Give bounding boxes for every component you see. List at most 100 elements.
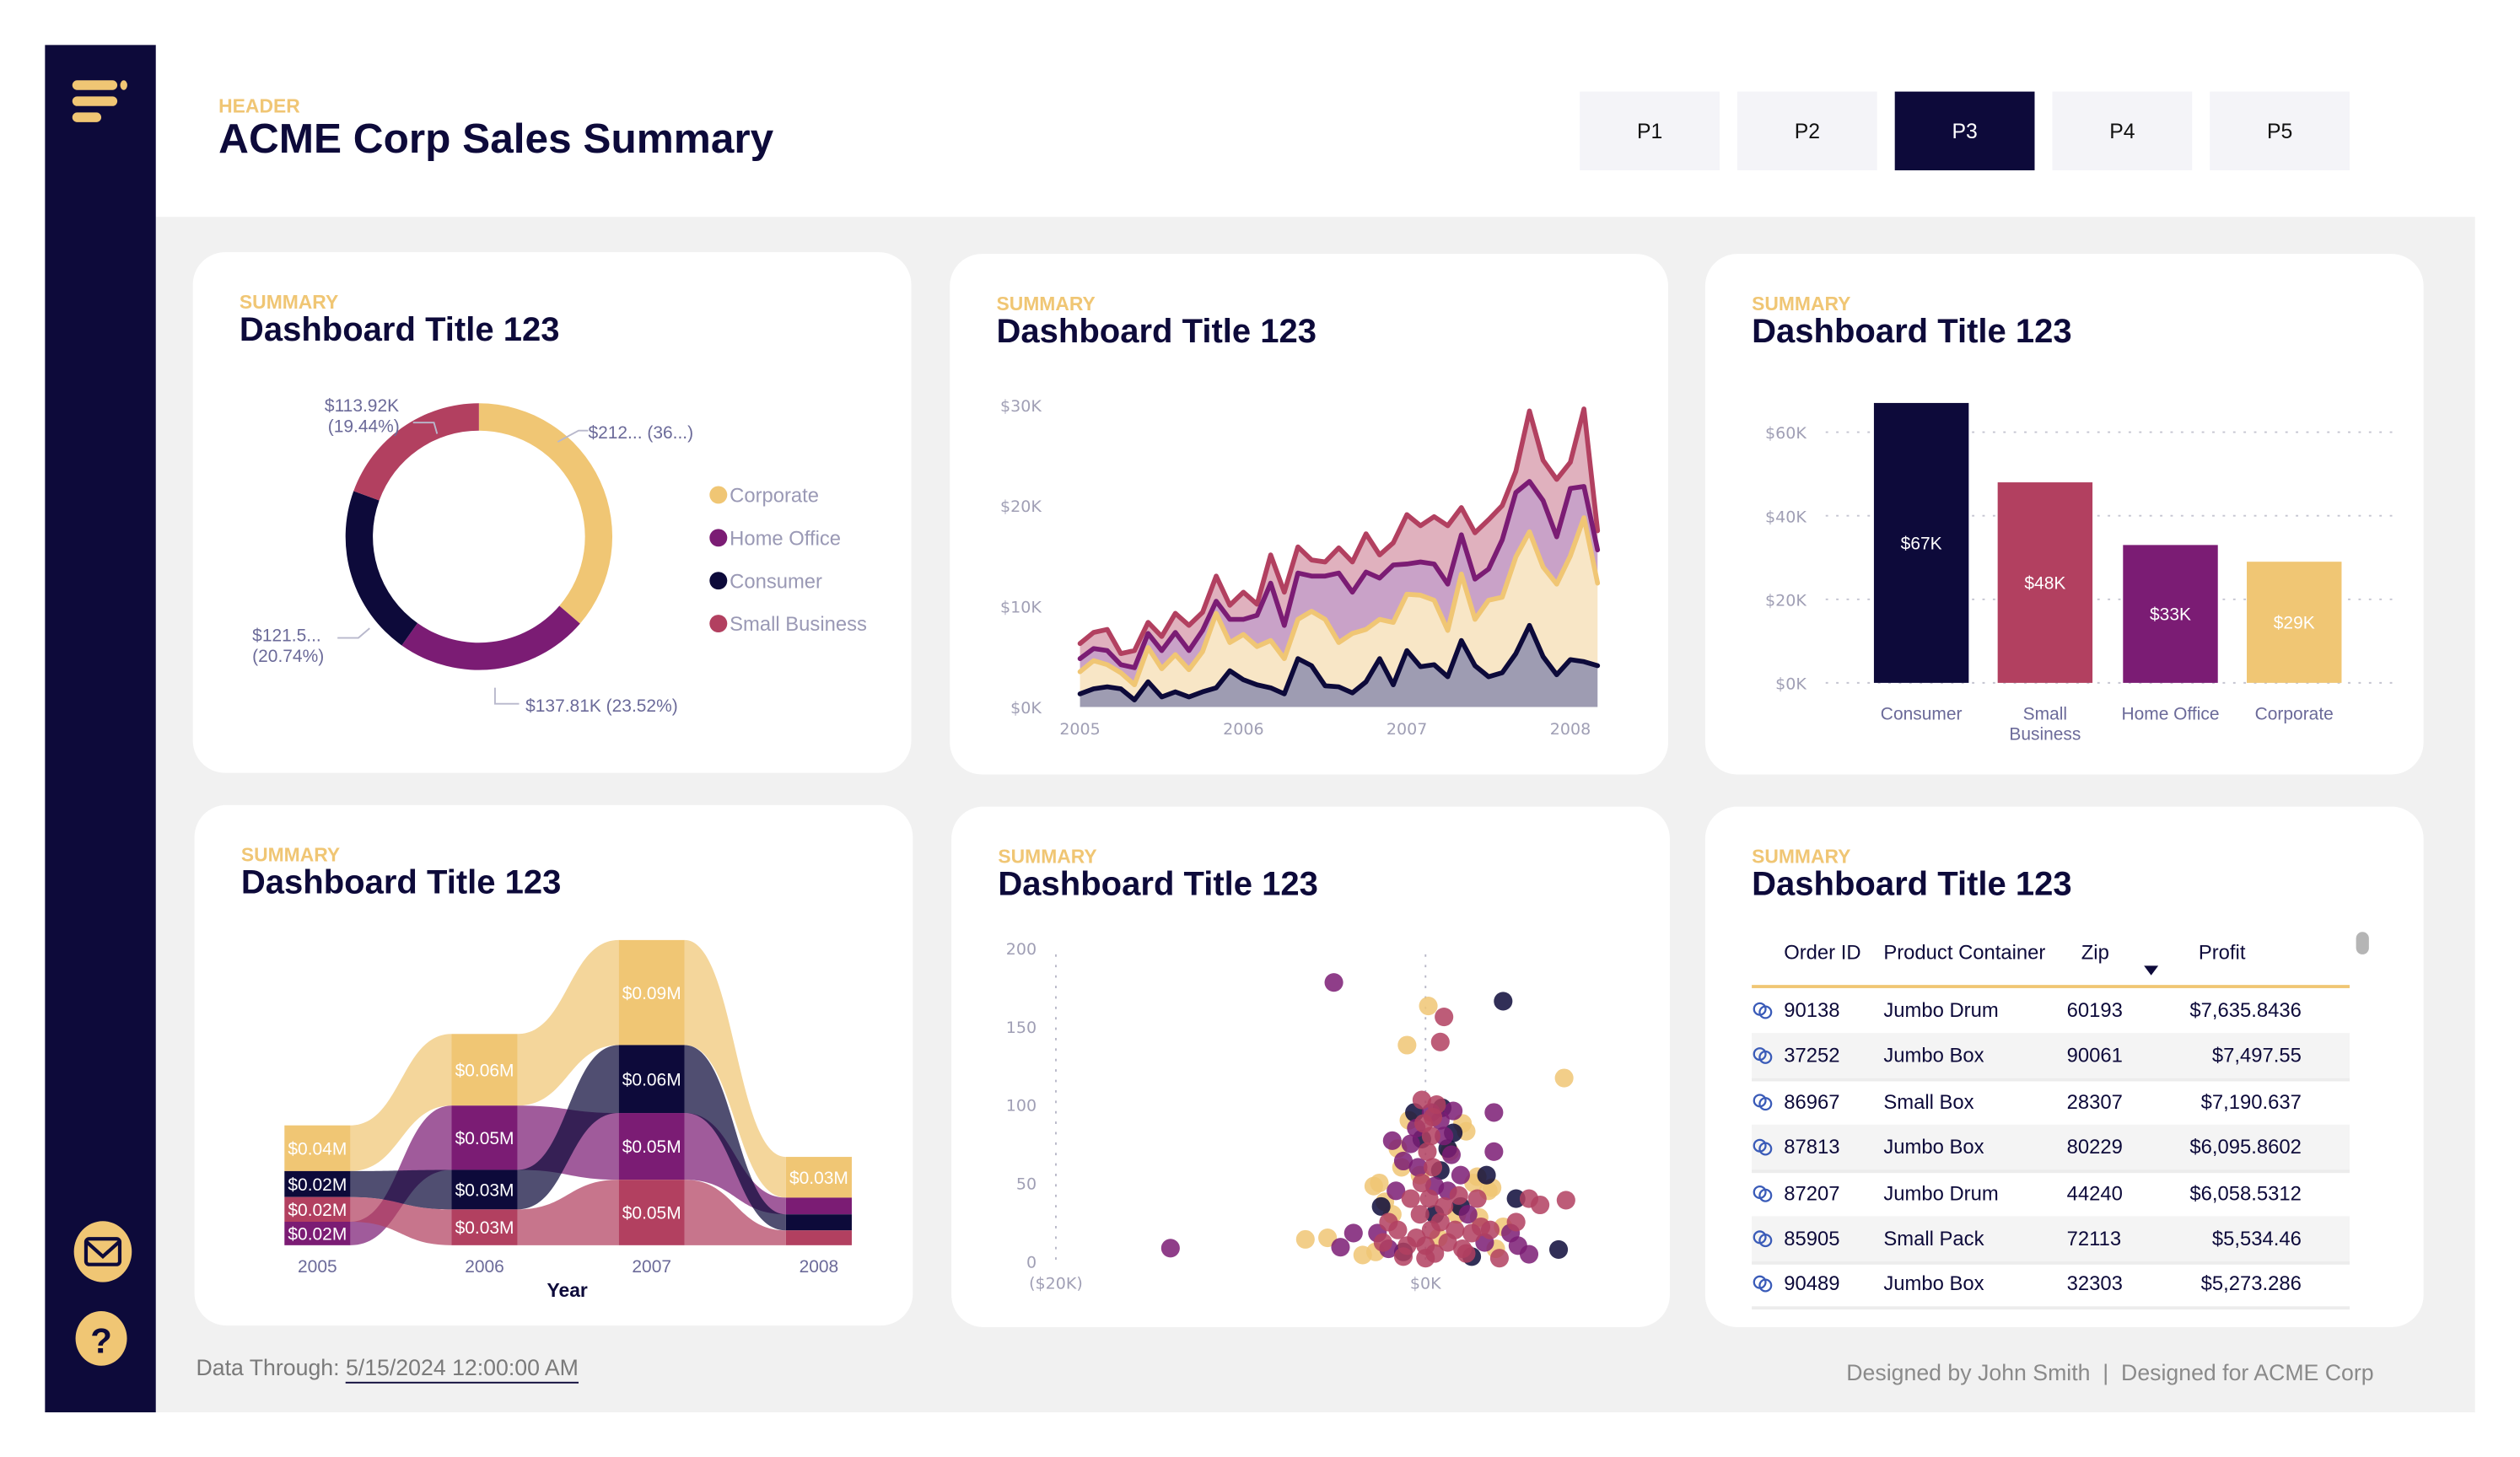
ribbon-consumer: [517, 1045, 619, 1210]
donut-chart: $212... (36...) $137.81K (23.52%) $121.5..…: [252, 396, 867, 716]
tab-p3[interactable]: P3: [1894, 91, 2035, 170]
link-icon[interactable]: [1752, 1092, 1774, 1111]
column-segment-small-business: [284, 1196, 351, 1222]
product-container-cell: Small Pack: [1883, 1227, 1984, 1250]
table-row[interactable]: 90489 Jumbo Box 32303 $5,273.286: [1752, 1262, 2350, 1310]
donut-slice-home-office: [401, 605, 580, 670]
column-header-order-id[interactable]: Order ID: [1784, 941, 1861, 965]
scatter-point-small-business: [1430, 1212, 1450, 1232]
area-corporate: [1080, 517, 1598, 701]
x-category-label: Home Office: [2121, 705, 2219, 724]
sort-descending-icon[interactable]: [2144, 965, 2159, 976]
link-icon[interactable]: [1752, 1046, 1774, 1066]
link-icon[interactable]: [1752, 1138, 1774, 1158]
column-segment-corporate: [284, 1125, 351, 1171]
profit-cell: $7,497.55: [2211, 1045, 2302, 1068]
help-icon[interactable]: ?: [75, 1310, 127, 1366]
data-through-date[interactable]: 5/15/2024 12:00:00 AM: [346, 1354, 579, 1384]
tab-p1[interactable]: P1: [1580, 91, 1720, 170]
column-header-profit[interactable]: Profit: [2198, 941, 2246, 965]
column-segment-home-office: [785, 1197, 852, 1215]
bar-value-label: $67K: [1901, 535, 1942, 554]
data-through: Data Through: 5/15/2024 12:00:00 AM: [196, 1354, 579, 1384]
card-title: Dashboard Title 123: [1752, 313, 2072, 351]
tab-p2[interactable]: P2: [1737, 91, 1877, 170]
zip-cell: 32303: [2066, 1272, 2123, 1296]
order-id-cell: 90138: [1784, 999, 1840, 1022]
x-category-label: Consumer: [1881, 705, 1963, 724]
segment-value-label: $0.03M: [455, 1181, 514, 1201]
card-title: Dashboard Title 123: [1752, 866, 2072, 903]
scatter-point-home-office: [1331, 1238, 1350, 1257]
legend-marker-small-business: [709, 615, 728, 633]
segment-value-label: $0.02M: [288, 1175, 347, 1195]
card-title: Dashboard Title 123: [998, 866, 1318, 903]
order-id-cell: 37252: [1784, 1045, 1840, 1068]
table-row[interactable]: 37252 Jumbo Box 90061 $7,497.55: [1752, 1034, 2350, 1083]
link-icon[interactable]: [1752, 1184, 1774, 1203]
table-row[interactable]: 87207 Jumbo Drum 44240 $6,058.5312: [1752, 1170, 2350, 1219]
x-category-label: Small: [2023, 705, 2067, 724]
table-row[interactable]: 90138 Jumbo Drum 60193 $7,635.8436: [1752, 988, 2350, 1037]
tab-p4[interactable]: P4: [2052, 91, 2193, 170]
column-segment-consumer: [785, 1214, 852, 1231]
column-header-product-container[interactable]: Product Container: [1883, 941, 2046, 965]
svg-text:?: ?: [90, 1321, 112, 1361]
area-small-business: [1080, 408, 1598, 668]
scatter-point-small-business: [1412, 1173, 1431, 1193]
card-scatter-chart: ($20K) $0K 0 50 100 150 200 SUMMARY Dashboard …: [951, 806, 1670, 1328]
table-row[interactable]: 86967 Small Box 28307 $7,190.637: [1752, 1079, 2350, 1128]
scatter-point-consumer: [1371, 1196, 1391, 1216]
profit-cell: $5,273.286: [2200, 1272, 2302, 1296]
bar-small-business: [1997, 482, 2093, 683]
scatter-point-home-office: [1387, 1181, 1406, 1201]
scatter-point-home-office: [1435, 1126, 1454, 1146]
x-tick-label: 2007: [1387, 720, 1427, 739]
ribbon-small-business: [517, 1180, 619, 1245]
leader-line: [337, 627, 370, 639]
scatter-point-small-business: [1435, 1196, 1454, 1216]
y-tick-label: 50: [1016, 1175, 1037, 1194]
data-label-small-business: (19.44%): [328, 417, 400, 437]
table-row[interactable]: 87813 Jumbo Box 80229 $6,095.8602: [1752, 1125, 2350, 1174]
scatter-point-small-business: [1556, 1191, 1575, 1210]
order-id-cell: 85905: [1784, 1227, 1840, 1250]
data-label-consumer: $121.5...: [252, 626, 321, 645]
card-label: SUMMARY: [998, 845, 1097, 868]
scatter-point-corporate: [1419, 996, 1438, 1016]
sidebar-icons: ?: [72, 80, 132, 1366]
column-segment-corporate: [785, 1157, 852, 1198]
tab-p5[interactable]: P5: [2210, 91, 2350, 170]
column-header-zip[interactable]: Zip: [2081, 941, 2109, 965]
scatter-point-home-office: [1324, 973, 1343, 992]
zip-cell: 60193: [2066, 999, 2123, 1022]
link-icon[interactable]: [1752, 1275, 1774, 1294]
segment-value-label: $0.02M: [288, 1225, 347, 1245]
y-tick-label: 100: [1006, 1097, 1037, 1116]
scatter-point-home-office: [1484, 1103, 1504, 1122]
mail-icon[interactable]: [73, 1221, 132, 1282]
bar-value-label: $48K: [2024, 574, 2065, 594]
bar-home-office: [2123, 545, 2218, 683]
link-icon[interactable]: [1752, 1229, 1774, 1249]
column-segment-consumer: [284, 1170, 351, 1197]
sidebar: ?: [45, 45, 156, 1413]
ribbon-corporate: [684, 939, 786, 1198]
link-icon[interactable]: [1752, 1001, 1774, 1020]
donut-slice-small-business: [353, 403, 479, 501]
x-tick-label: 2005: [298, 1257, 337, 1277]
area-home-office: [1080, 481, 1598, 685]
profit-cell: $5,534.46: [2211, 1227, 2302, 1250]
legend-marker-corporate: [709, 486, 728, 504]
scatter-point-home-office: [1441, 1145, 1461, 1164]
table-row[interactable]: 85905 Small Pack 72113 $5,534.46: [1752, 1216, 2350, 1265]
scatter-point-small-business: [1435, 1008, 1454, 1027]
y-tick-label: 200: [1006, 940, 1037, 959]
scatter-point-small-business: [1418, 1142, 1437, 1161]
scatter-point-small-business: [1419, 1189, 1439, 1208]
header: HEADER ACME Corp Sales Summary P1 P2 P3 …: [155, 45, 2475, 218]
column-segment-consumer: [451, 1169, 518, 1210]
data-label-corporate: $212... (36...): [588, 423, 693, 443]
menu-icon[interactable]: [72, 80, 127, 122]
scrollbar-thumb[interactable]: [2356, 932, 2369, 954]
